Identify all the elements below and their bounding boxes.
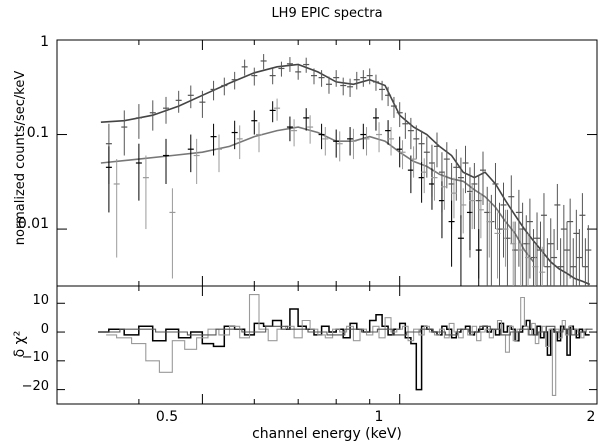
tick-marks <box>56 39 598 404</box>
model-mos-line <box>100 126 535 263</box>
y-tick-label-1: 1 <box>40 34 49 50</box>
y-tick-label-0.1: 0.1 <box>27 125 49 141</box>
chart-title: LH9 EPIC spectra <box>271 6 382 21</box>
y-axis-label-top: normalized counts/sec/keV <box>13 71 28 246</box>
y-tick-label-0.01: 0.01 <box>18 216 49 232</box>
x-tick-label-0.5: 0.5 <box>156 409 178 425</box>
resid-pn-steps <box>98 325 593 336</box>
x-axis-label: channel energy (keV) <box>252 426 402 442</box>
resid-tick-label-m20: −20 <box>22 379 49 394</box>
residual-plot-area <box>98 294 593 396</box>
resid-tick-label-m10: −10 <box>22 350 49 365</box>
model-pn-line <box>100 63 591 286</box>
x-tick-label-1: 1 <box>375 409 384 425</box>
resid-mos2-steps <box>106 294 589 396</box>
spectrum-plot-area <box>100 54 592 286</box>
x-tick-label-2: 2 <box>587 409 596 425</box>
resid-tick-label-0: 0 <box>41 322 49 337</box>
y-axis-label-bottom: δ χ² <box>12 331 28 358</box>
residual-panel-frame <box>56 285 598 405</box>
resid-tick-label-10: 10 <box>32 293 49 308</box>
